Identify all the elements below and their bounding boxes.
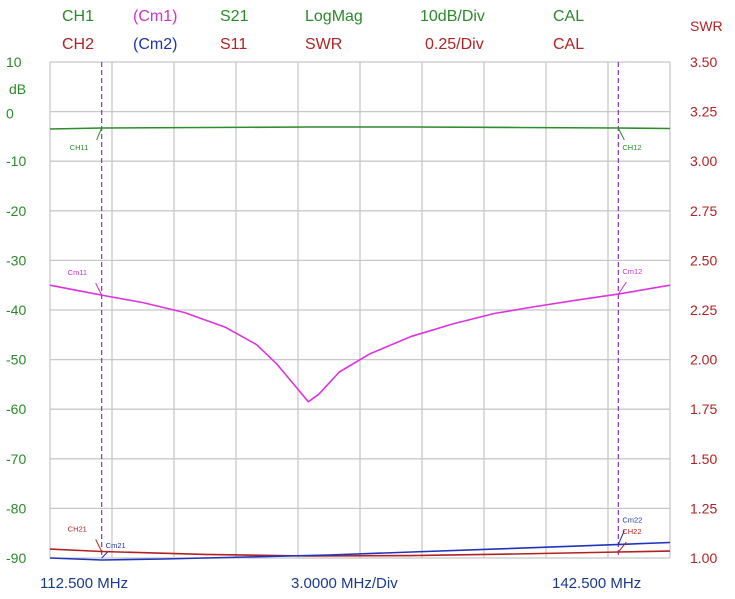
right-tick-label: 1.25	[690, 500, 717, 516]
left-tick-label: -40	[6, 302, 26, 318]
right-tick-label: 1.50	[690, 451, 717, 467]
marker-label-cm11: Cm11	[68, 268, 87, 277]
left-tick-label: -70	[6, 451, 26, 467]
right-tick-label: 3.50	[690, 54, 717, 70]
right-tick-label: 1.00	[690, 550, 717, 566]
x-start-label: 112.500 MHz	[40, 575, 128, 592]
marker-label-ch21: CH21	[68, 524, 87, 533]
marker-pointer-ch21	[96, 539, 102, 551]
left-tick-label: -60	[6, 401, 26, 417]
left-axis-unit-label: dB	[9, 81, 26, 97]
marker-label-cm12: Cm12	[622, 267, 642, 276]
x-stop-label: 142.500 MHz	[552, 575, 641, 592]
right-tick-label: 3.25	[690, 104, 717, 120]
marker-pointer-ch11	[97, 128, 102, 140]
right-tick-label: 1.75	[690, 401, 717, 417]
marker-label-cm21: Cm21	[106, 541, 126, 550]
right-tick-label: 2.00	[690, 352, 717, 368]
left-tick-label: -10	[6, 153, 26, 169]
marker-pointer-ch12	[618, 128, 624, 140]
right-tick-label: 2.25	[690, 302, 717, 318]
left-tick-label: -50	[6, 352, 26, 368]
left-tick-label: 0	[6, 106, 14, 122]
right-axis-title: SWR	[690, 18, 723, 34]
left-tick-label: -80	[6, 500, 26, 516]
left-tick-label: -20	[6, 203, 26, 219]
marker-label-ch12: CH12	[622, 143, 641, 152]
x-center-label: 3.0000 MHz/Div	[291, 575, 398, 592]
left-tick-label: -30	[6, 252, 26, 268]
left-tick-label: 10	[6, 54, 22, 70]
marker-pointer-cm21	[102, 552, 108, 558]
right-tick-label: 3.00	[690, 153, 717, 169]
right-tick-label: 2.75	[690, 203, 717, 219]
marker-label-ch22: CH22	[622, 527, 641, 536]
marker-label-cm22: Cm22	[622, 516, 642, 525]
left-tick-label: -90	[6, 550, 26, 566]
marker-label-ch11: CH11	[70, 143, 89, 152]
right-tick-label: 2.50	[690, 252, 717, 268]
marker-pointer-cm22	[618, 531, 624, 545]
